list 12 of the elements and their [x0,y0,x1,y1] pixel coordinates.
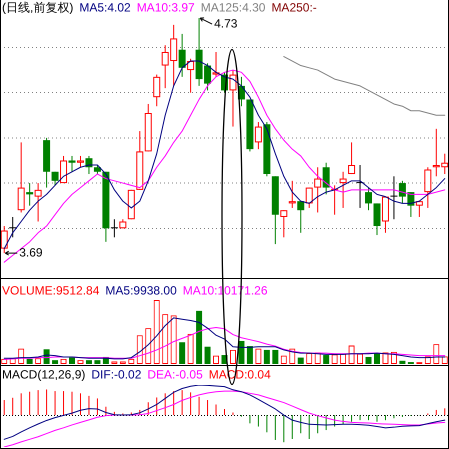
annotation: 3.69 [19,245,43,260]
chart-title: MACD(12,26,9) [2,367,86,382]
text: VOLUME:9512.84 [2,283,100,298]
legend-label: MA250:- [271,0,317,14]
series-label: MA5:9938.00 [105,283,178,298]
chart-title: (日线,前复权) [2,0,74,14]
annotation: 4.73 [214,16,238,30]
text: MA5:4.02 [79,0,132,14]
text: MA125:4.30 [200,0,266,14]
text: DIF:-0.02 [91,367,142,382]
series-label: DEA:-0.05 [147,367,204,382]
text: MA10:3.97 [136,0,196,14]
